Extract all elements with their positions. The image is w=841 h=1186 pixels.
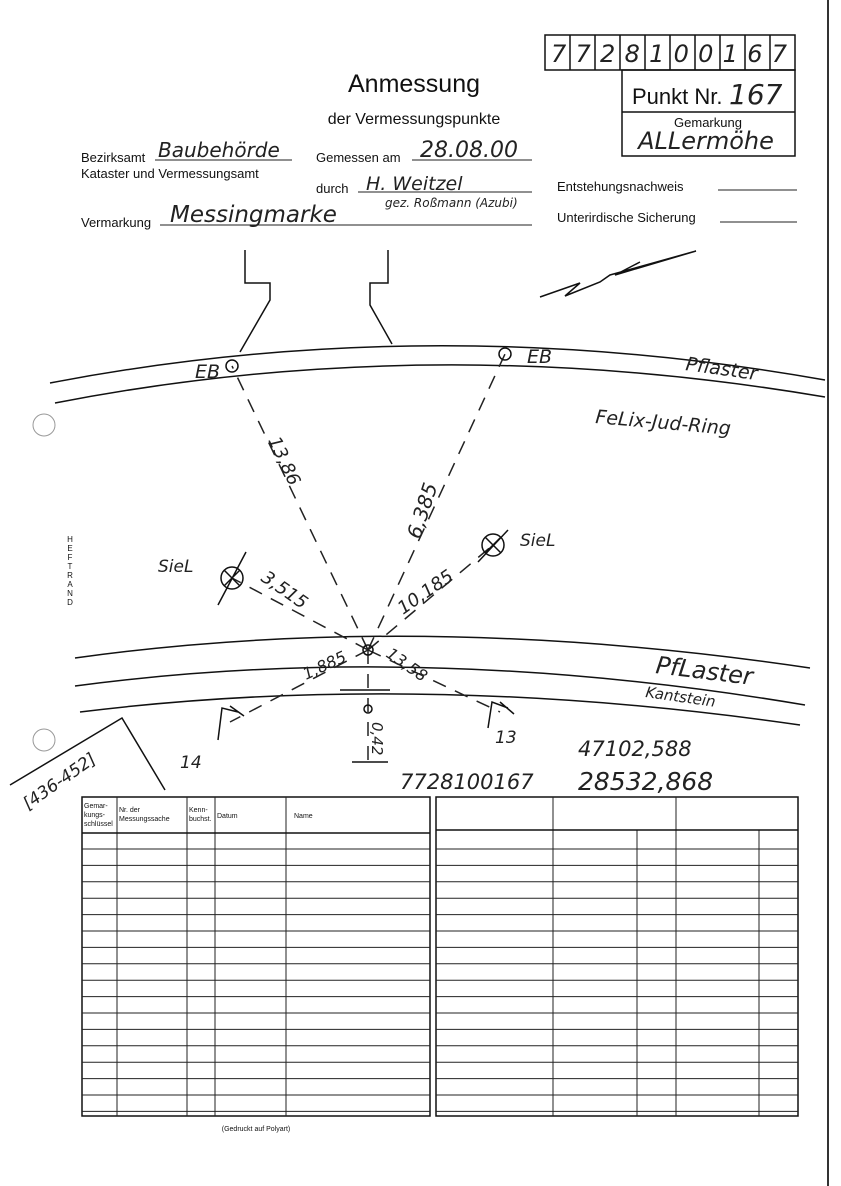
table-header: Messungssache [119,816,170,823]
footnote: (Gedruckt auf Polyart) [222,1126,290,1133]
table-header: Nr. der [119,807,141,814]
label: Entstehungsnachweis [557,179,684,194]
punch-hole [32,413,56,437]
label: Gemessen am [316,150,401,165]
value-note: gez. Roßmann (Azubi) [385,196,518,210]
table-header: Datum [217,813,238,820]
value: H. Weitzel [366,173,463,195]
value: Messingmarke [170,202,337,228]
table-header: buchst. [189,816,212,823]
heftrand: HEFTRAND [66,535,75,607]
subtitle: der Vermessungspunkte [328,111,501,128]
table-header: schlüssel [84,821,113,828]
table-header: Gemar- [84,803,108,810]
label: durch [316,181,349,196]
value: Baubehörde [158,138,280,162]
title: Anmessung [348,70,480,98]
table-header: Kenn- [189,807,208,814]
sketch-label: 14 [180,753,202,773]
label: Bezirksamt [81,150,146,165]
sketch-label: 13 [495,728,517,748]
value: 28.08.00 [420,138,518,163]
punkt-nr: 167 [729,78,783,111]
gemarkung: ALLermöhe [636,127,774,155]
gemarkung-label: Gemarkung [674,115,742,130]
sketch-label: 7728100167 [400,770,534,794]
label: Unterirdische Sicherung [557,210,696,225]
sketch-label: SieL [520,531,555,551]
sketch-label: EB [195,361,220,383]
coordinate: 47102,588 [578,737,692,761]
sketch-lines [9,250,826,791]
digit-cells [569,35,771,70]
sketch-label: SieL [158,557,193,577]
sketch-label: EB [527,346,552,368]
measurement: 0,42 [368,722,386,755]
table-header: kungs- [84,812,106,819]
record-table [81,796,799,1117]
coordinate: 28532,868 [578,767,713,796]
table-header: Name [294,813,313,820]
label: Vermarkung [81,215,151,230]
punch-hole [32,728,56,752]
label: Kataster und Vermessungsamt [81,166,259,181]
punkt-nr-label: Punkt Nr. [632,84,722,109]
